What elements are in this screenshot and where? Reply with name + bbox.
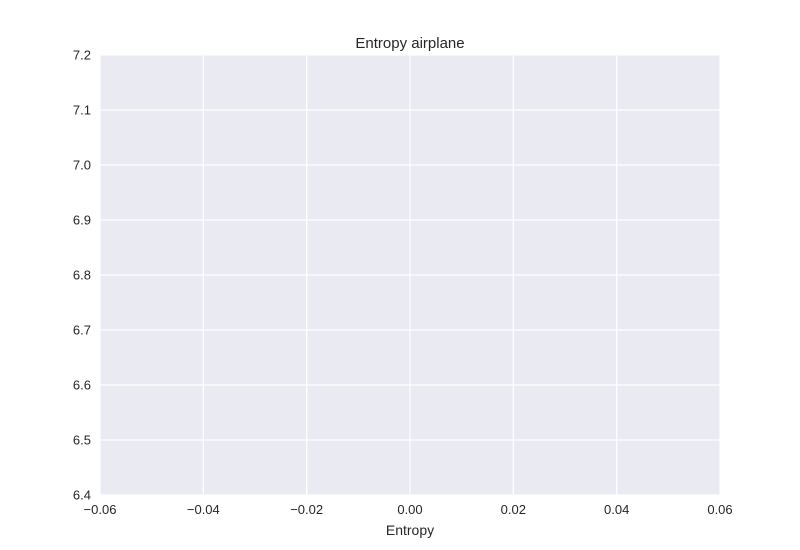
x-tick-label: 0.00	[397, 502, 422, 517]
y-tick-labels: 6.4 6.5 6.6 6.7 6.8 6.9 7.0 7.1 7.2	[73, 48, 91, 503]
x-tick-label: −0.06	[84, 502, 117, 517]
x-tick-label: −0.02	[290, 502, 323, 517]
x-tick-labels: −0.06 −0.04 −0.02 0.00 0.02 0.04 0.06	[84, 502, 733, 517]
y-tick-label: 6.5	[73, 433, 91, 448]
y-tick-label: 6.6	[73, 378, 91, 393]
x-tick-label: −0.04	[187, 502, 220, 517]
y-tick-label: 6.4	[73, 488, 91, 503]
x-tick-label: 0.02	[501, 502, 526, 517]
y-tick-label: 6.9	[73, 213, 91, 228]
x-axis-label: Entropy	[386, 522, 434, 538]
grid-lines	[99, 54, 721, 496]
chart-title: Entropy airplane	[355, 35, 464, 52]
x-tick-label: 0.04	[604, 502, 629, 517]
y-tick-label: 6.7	[73, 323, 91, 338]
y-tick-label: 7.0	[73, 158, 91, 173]
x-tick-label: 0.06	[707, 502, 732, 517]
y-tick-label: 7.1	[73, 103, 91, 118]
y-tick-label: 7.2	[73, 48, 91, 63]
y-tick-label: 6.8	[73, 268, 91, 283]
